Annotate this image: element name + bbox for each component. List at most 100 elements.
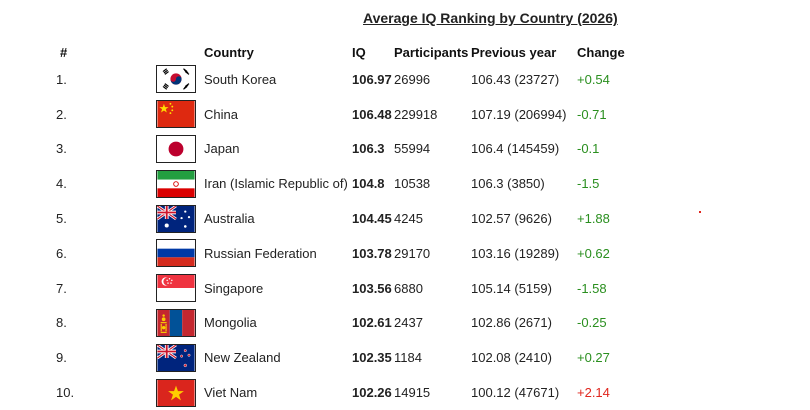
change-cell: -0.25 — [577, 315, 607, 331]
rank-cell: 6. — [56, 245, 67, 261]
singapore-flag — [156, 274, 196, 303]
rank-cell: 1. — [56, 71, 67, 87]
header-rank: # — [60, 44, 68, 60]
flag-cell — [156, 375, 204, 410]
country-cell: Russian Federation — [204, 245, 317, 261]
header-flag — [156, 42, 204, 62]
table-row: 7. Singapore 103.56 6880 105.14 (5159) -… — [40, 271, 647, 306]
page-title: Average IQ Ranking by Country (2026) — [363, 10, 618, 26]
country-cell: South Korea — [204, 71, 277, 87]
flag-cell — [156, 201, 204, 236]
previous-year-cell: 106.43 (23727) — [471, 71, 560, 87]
participants-cell: 26996 — [394, 71, 431, 87]
country-cell: Australia — [204, 211, 255, 227]
table-row: 4. Iran (Islamic Republic of) 104.8 1053… — [40, 166, 647, 201]
iq-cell: 106.48 — [352, 106, 392, 122]
header-iq: IQ — [352, 44, 366, 60]
table-row: 9. New Zealand 102.35 1184 102.08 (2410)… — [40, 340, 647, 375]
rank-cell: 10. — [56, 385, 75, 401]
previous-year-cell: 100.12 (47671) — [471, 385, 560, 401]
country-cell: Viet Nam — [204, 385, 258, 401]
change-cell: -0.71 — [577, 106, 607, 122]
change-cell: -1.5 — [577, 176, 600, 192]
rank-cell: 4. — [56, 176, 67, 192]
change-cell: +1.88 — [577, 211, 610, 227]
participants-cell: 14915 — [394, 385, 431, 401]
participants-cell: 29170 — [394, 245, 431, 261]
flag-cell — [156, 97, 204, 132]
header-change: Change — [577, 44, 625, 60]
iq-cell: 106.97 — [352, 71, 392, 87]
iq-cell: 103.56 — [352, 280, 392, 296]
participants-cell: 55994 — [394, 141, 431, 157]
participants-cell: 6880 — [394, 280, 423, 296]
table-row: 5. Australia 104.45 4245 102.57 (9626) +… — [40, 201, 647, 236]
iq-cell: 104.45 — [352, 211, 392, 227]
country-cell: Japan — [204, 141, 240, 157]
australia-flag — [156, 204, 196, 233]
change-cell: +0.62 — [577, 245, 610, 261]
rank-cell: 8. — [56, 315, 67, 331]
flag-cell — [156, 166, 204, 201]
japan-flag — [156, 134, 196, 163]
participants-cell: 1184 — [394, 350, 422, 366]
vietnam-flag — [156, 378, 196, 407]
rank-cell: 3. — [56, 141, 67, 157]
change-cell: +2.14 — [577, 385, 610, 401]
iq-cell: 102.35 — [352, 350, 392, 366]
previous-year-cell: 102.57 (9626) — [471, 211, 552, 227]
flag-cell — [156, 62, 204, 97]
rank-cell: 5. — [56, 211, 67, 227]
previous-year-cell: 102.08 (2410) — [471, 350, 552, 366]
iran-flag — [156, 169, 196, 198]
country-cell: Iran (Islamic Republic of) — [204, 176, 348, 192]
header-participants: Participants — [394, 44, 469, 60]
country-cell: New Zealand — [204, 350, 281, 366]
table-row: 8. Mongolia 102.61 2437 102.86 (2671) -0… — [40, 306, 647, 341]
participants-cell: 10538 — [394, 176, 431, 192]
participants-cell: 2437 — [394, 315, 423, 331]
table-row: 1. South Korea 106.97 26996 106.43 (2372… — [40, 62, 647, 97]
rank-cell: 7. — [56, 280, 67, 296]
previous-year-cell: 102.86 (2671) — [471, 315, 552, 331]
south-korea-flag — [156, 65, 196, 94]
ranking-table: # Country IQ Participants Previous year … — [40, 42, 647, 410]
country-cell: China — [204, 106, 238, 122]
table-row: 6. Russian Federation 103.78 29170 103.1… — [40, 236, 647, 271]
previous-year-cell: 107.19 (206994) — [471, 106, 567, 122]
flag-cell — [156, 340, 204, 375]
mongolia-flag — [156, 308, 196, 337]
change-cell: +0.27 — [577, 350, 610, 366]
change-cell: +0.54 — [577, 71, 610, 87]
iq-cell: 103.78 — [352, 245, 392, 261]
participants-cell: 229918 — [394, 106, 438, 122]
iq-cell: 102.61 — [352, 315, 392, 331]
rank-cell: 9. — [56, 350, 67, 366]
change-cell: -1.58 — [577, 280, 607, 296]
flag-cell — [156, 132, 204, 167]
new-zealand-flag — [156, 343, 196, 372]
rank-cell: 2. — [56, 106, 67, 122]
flag-cell — [156, 306, 204, 341]
stray-dot — [699, 211, 701, 213]
flag-cell — [156, 271, 204, 306]
iq-cell: 106.3 — [352, 141, 385, 157]
table-header-row: # Country IQ Participants Previous year … — [40, 42, 647, 62]
participants-cell: 4245 — [394, 211, 423, 227]
table-row: 10. Viet Nam 102.26 14915 100.12 (47671)… — [40, 375, 647, 410]
previous-year-cell: 103.16 (19289) — [471, 245, 560, 261]
change-cell: -0.1 — [577, 141, 600, 157]
russia-flag — [156, 239, 196, 268]
country-cell: Mongolia — [204, 315, 257, 331]
iq-cell: 104.8 — [352, 176, 385, 192]
header-country: Country — [204, 44, 254, 60]
table-row: 2. China 106.48 229918 107.19 (206994) -… — [40, 97, 647, 132]
iq-cell: 102.26 — [352, 385, 392, 401]
previous-year-cell: 106.3 (3850) — [471, 176, 545, 192]
china-flag — [156, 100, 196, 129]
previous-year-cell: 106.4 (145459) — [471, 141, 560, 157]
table-row: 3. Japan 106.3 55994 106.4 (145459) -0.1 — [40, 132, 647, 167]
header-previous-year: Previous year — [471, 44, 557, 60]
country-cell: Singapore — [204, 280, 264, 296]
previous-year-cell: 105.14 (5159) — [471, 280, 552, 296]
